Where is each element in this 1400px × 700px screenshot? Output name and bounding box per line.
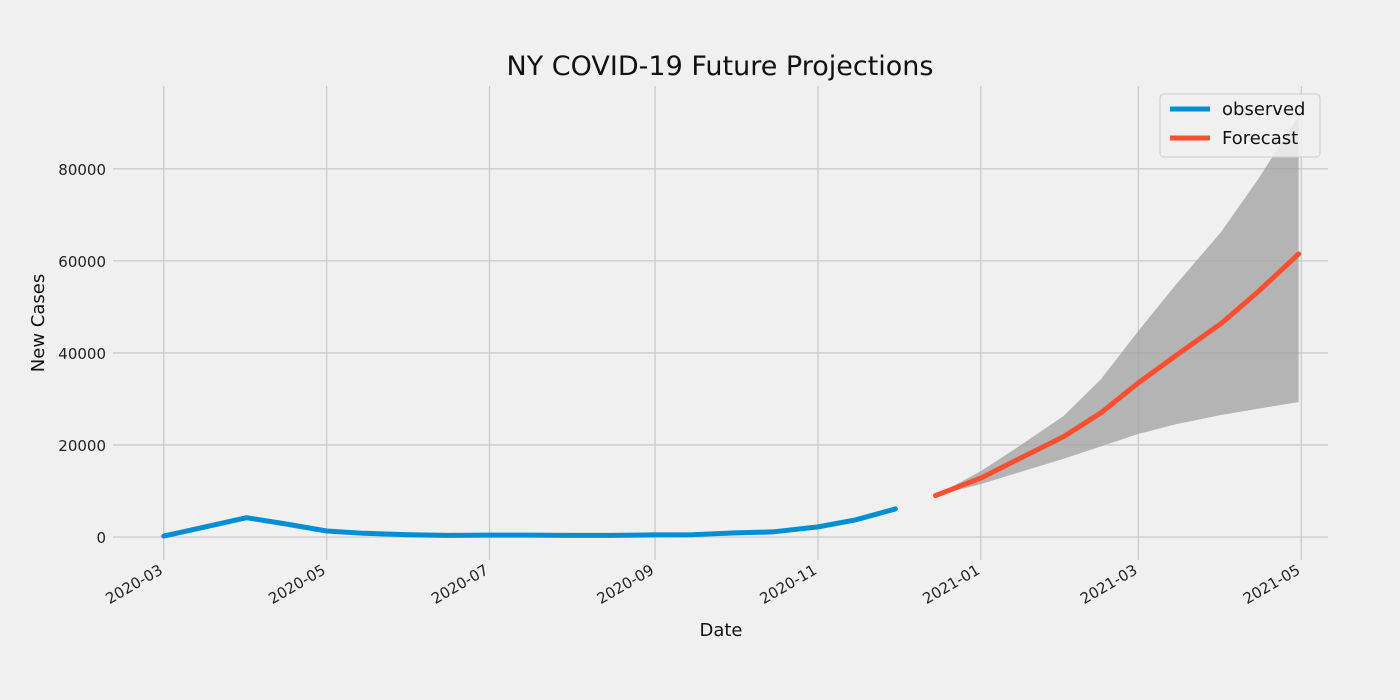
- y-tick-label: 40000: [58, 345, 106, 363]
- x-axis-label: Date: [699, 620, 742, 641]
- y-tick-label: 20000: [58, 437, 106, 455]
- confidence-band-layer: [935, 115, 1299, 496]
- y-tick-label: 60000: [58, 253, 106, 271]
- observed-line: [161, 506, 898, 539]
- legend-label: observed: [1222, 99, 1305, 120]
- legend: observed Forecast: [1159, 93, 1321, 158]
- legend-label: Forecast: [1222, 128, 1298, 149]
- series-lines: [161, 251, 1302, 539]
- forecast-line: [932, 251, 1302, 499]
- confidence-band: [935, 115, 1299, 496]
- y-tick-label: 0: [96, 529, 106, 547]
- y-axis-label: New Cases: [28, 274, 49, 372]
- y-tick-label: 80000: [58, 161, 106, 179]
- y-axis-ticks: 0 20000 40000 60000 80000: [58, 161, 106, 547]
- chart-title: NY COVID-19 Future Projections: [507, 51, 934, 82]
